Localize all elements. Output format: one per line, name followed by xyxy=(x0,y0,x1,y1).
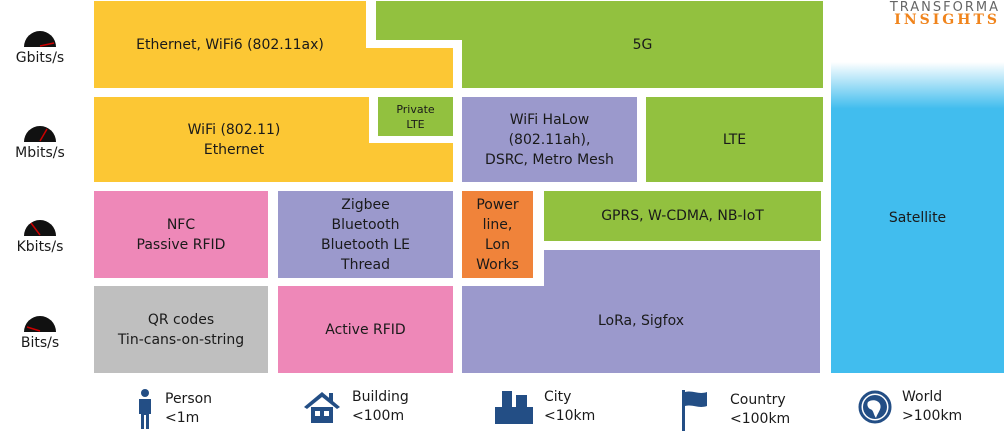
speed-bits: Bits/s xyxy=(0,315,80,351)
label-private-lte: Private LTE xyxy=(396,102,435,131)
label-zigbee: Zigbee Bluetooth Bluetooth LE Thread xyxy=(320,196,411,273)
block-lte xyxy=(646,97,823,182)
scale-range: <1m xyxy=(165,410,200,426)
city-icon xyxy=(495,391,533,424)
speedometer-icon xyxy=(24,220,56,236)
label-active-rfid: Active RFID xyxy=(325,321,406,338)
speed-label: Mbits/s xyxy=(15,145,65,161)
scale-country: Country <100km xyxy=(680,388,790,432)
label-lte: LTE xyxy=(722,131,747,148)
label-nfc: NFC Passive RFID xyxy=(136,216,226,253)
block-private-lte xyxy=(378,97,453,136)
label-satellite: Satellite xyxy=(888,210,947,226)
block-active-rfid xyxy=(278,286,453,373)
label-ethernet-wifi6: Ethernet, WiFi6 (802.11ax) xyxy=(136,37,324,53)
scale-city: City <10km xyxy=(494,388,595,426)
label-qr: QR codes Tin-cans-on-string xyxy=(117,311,245,348)
scale-person: Person <1m xyxy=(135,388,212,430)
label-powerline: Power line, Lon Works xyxy=(476,196,519,273)
block-satellite xyxy=(831,62,1004,373)
scale-name: World xyxy=(902,389,943,405)
speed-mbits: Mbits/s xyxy=(0,125,80,161)
label-gprs: GPRS, W-CDMA, NB-IoT xyxy=(601,208,764,224)
scale-name: City xyxy=(544,389,572,405)
scale-name: Country xyxy=(730,392,786,408)
label-lora: LoRa, Sigfox xyxy=(597,313,685,329)
block-zigbee xyxy=(278,191,453,278)
speed-label: Gbits/s xyxy=(15,50,65,66)
scale-range: <100km xyxy=(730,411,791,427)
logo-line2: INSIGHTS xyxy=(894,12,1000,28)
label-5g: 5G xyxy=(632,37,653,53)
block-gprs xyxy=(544,191,821,241)
label-halow: WiFi HaLow (802.11ah), DSRC, Metro Mesh xyxy=(485,111,614,168)
scale-building: Building <100m xyxy=(302,388,409,426)
block-nfc xyxy=(94,191,268,278)
label-wifi: WiFi (802.11) Ethernet xyxy=(187,121,281,158)
globe-icon xyxy=(858,390,892,424)
scale-range: <10km xyxy=(544,408,596,424)
speedometer-icon xyxy=(24,126,56,142)
scale-name: Building xyxy=(352,389,409,405)
speed-label: Kbits/s xyxy=(16,239,64,255)
speedometer-icon xyxy=(24,31,56,47)
transforma-insights-logo: TRANSFORMA INSIGHTS xyxy=(890,0,1000,28)
block-5g xyxy=(376,1,823,88)
block-qr xyxy=(94,286,268,373)
house-icon xyxy=(304,392,340,423)
block-ethernet-wifi6 xyxy=(94,1,453,88)
block-powerline xyxy=(462,191,533,278)
scale-range: <100m xyxy=(352,408,405,424)
scale-name: Person xyxy=(165,391,213,407)
block-lora xyxy=(462,250,820,373)
block-wifi xyxy=(94,97,453,182)
person-icon xyxy=(139,389,151,429)
scale-range: >100km xyxy=(902,408,963,424)
speedometer-icon xyxy=(24,316,56,332)
block-halow xyxy=(462,97,637,182)
speed-kbits: Kbits/s xyxy=(0,219,80,255)
scale-world: World >100km xyxy=(858,388,962,426)
logo-line1: TRANSFORMA xyxy=(889,0,1000,15)
speed-gbits: Gbits/s xyxy=(0,30,80,66)
speed-label: Bits/s xyxy=(20,335,60,351)
flag-icon xyxy=(682,390,707,431)
